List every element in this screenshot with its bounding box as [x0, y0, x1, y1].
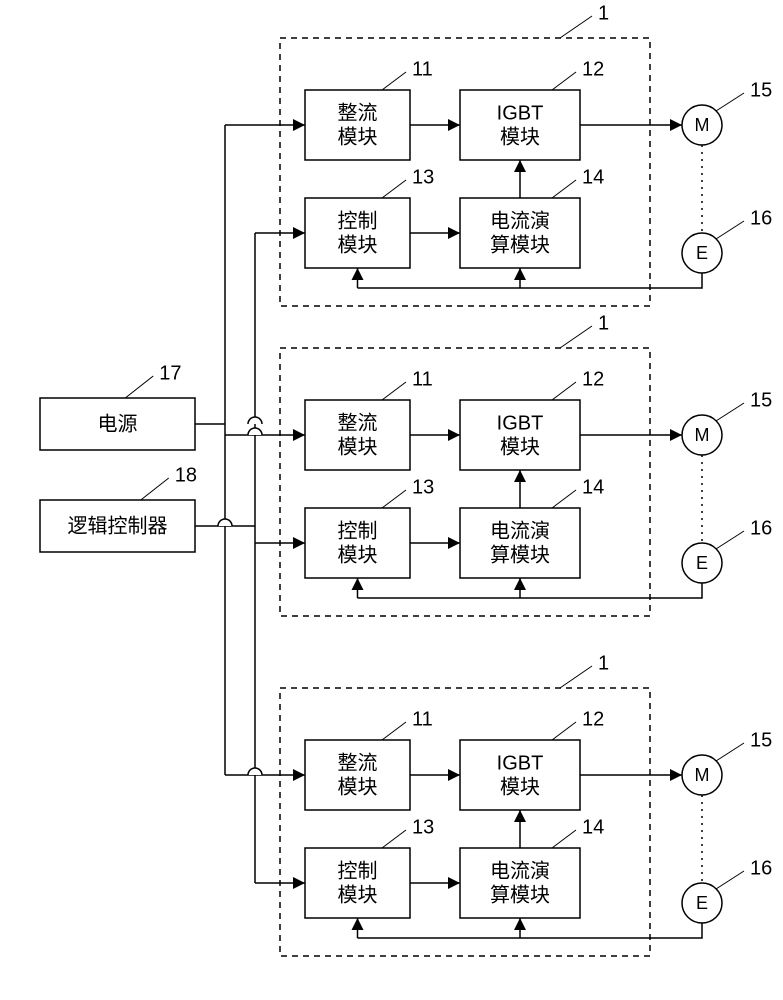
rectifier-box: [305, 90, 410, 160]
igbt-line1: IGBT: [497, 102, 544, 124]
igbt-line2: 模块: [500, 775, 540, 798]
current-num: 14: [582, 476, 604, 498]
current-line2: 算模块: [490, 883, 550, 906]
igbt-line2: 模块: [500, 435, 540, 458]
igbt-box: [460, 400, 580, 470]
rectifier-line1: 整流: [338, 101, 378, 124]
control-num: 13: [412, 166, 434, 188]
encoder-label: E: [696, 553, 708, 573]
current-num: 14: [582, 166, 604, 188]
motor-num: 15: [750, 79, 772, 101]
rectifier-box: [305, 400, 410, 470]
current-num: 14: [582, 816, 604, 838]
encoder-label: E: [696, 893, 708, 913]
control-line1: 控制: [338, 519, 378, 542]
encoder-num: 16: [750, 207, 772, 229]
control-box: [305, 198, 410, 268]
igbt-box: [460, 740, 580, 810]
power-num: 17: [159, 362, 181, 384]
rectifier-box: [305, 740, 410, 810]
current-line2: 算模块: [490, 233, 550, 256]
encoder-num: 16: [750, 517, 772, 539]
power-label: 电源: [98, 412, 138, 435]
unit-num: 1: [598, 2, 609, 24]
igbt-num: 12: [582, 708, 604, 730]
current-line1: 电流演: [490, 859, 550, 882]
rectifier-line2: 模块: [338, 435, 378, 458]
unit-num: 1: [598, 652, 609, 674]
control-box: [305, 508, 410, 578]
motor-label: M: [695, 115, 710, 135]
motor-label: M: [695, 425, 710, 445]
control-num: 13: [412, 476, 434, 498]
rectifier-line2: 模块: [338, 775, 378, 798]
igbt-line1: IGBT: [497, 752, 544, 774]
rectifier-num: 11: [412, 368, 433, 390]
logic-label: 逻辑控制器: [68, 514, 168, 537]
control-line1: 控制: [338, 859, 378, 882]
control-box: [305, 848, 410, 918]
control-line2: 模块: [338, 543, 378, 566]
current-line2: 算模块: [490, 543, 550, 566]
control-line2: 模块: [338, 883, 378, 906]
encoder-label: E: [696, 243, 708, 263]
logic-num: 18: [175, 464, 197, 486]
unit-num: 1: [598, 312, 609, 334]
current-line1: 电流演: [490, 209, 550, 232]
igbt-num: 12: [582, 368, 604, 390]
control-line1: 控制: [338, 209, 378, 232]
motor-num: 15: [750, 729, 772, 751]
rectifier-line1: 整流: [338, 751, 378, 774]
rectifier-num: 11: [412, 58, 433, 80]
encoder-num: 16: [750, 857, 772, 879]
rectifier-line1: 整流: [338, 411, 378, 434]
motor-num: 15: [750, 389, 772, 411]
igbt-line2: 模块: [500, 125, 540, 148]
igbt-line1: IGBT: [497, 412, 544, 434]
current-box: [460, 198, 580, 268]
igbt-num: 12: [582, 58, 604, 80]
control-num: 13: [412, 816, 434, 838]
control-line2: 模块: [338, 233, 378, 256]
current-line1: 电流演: [490, 519, 550, 542]
current-box: [460, 848, 580, 918]
igbt-box: [460, 90, 580, 160]
motor-label: M: [695, 765, 710, 785]
rectifier-line2: 模块: [338, 125, 378, 148]
rectifier-num: 11: [412, 708, 433, 730]
current-box: [460, 508, 580, 578]
